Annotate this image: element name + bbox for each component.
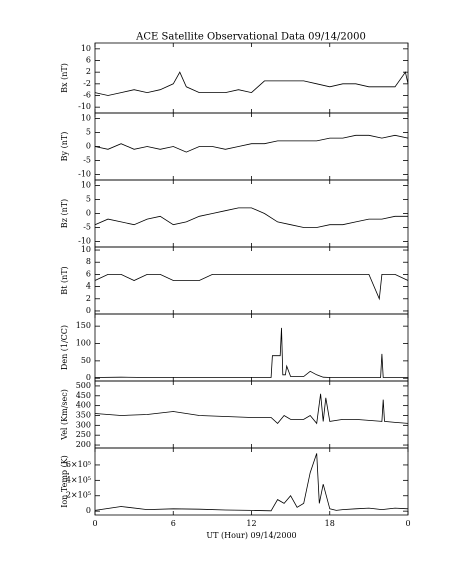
- y-axis-label: Bx (nT): [60, 63, 69, 93]
- panel-frame: [94, 42, 409, 114]
- y-tick-label: 5: [86, 128, 91, 137]
- data-line: [94, 453, 409, 512]
- y-tick-label: 10: [81, 181, 91, 190]
- y-axis-label: Den (1/CC): [60, 325, 69, 370]
- panel-frame: [94, 179, 409, 248]
- y-tick-label: -10: [78, 102, 91, 111]
- x-tick-label: 0: [405, 519, 410, 528]
- panel-frame: [94, 112, 409, 181]
- y-tick-label: 4: [86, 282, 91, 291]
- chart-title: ACE Satellite Observational Data 09/14/2…: [135, 32, 366, 43]
- x-tick-label: 0: [92, 519, 97, 528]
- y-tick-label: 0: [86, 306, 91, 315]
- y-tick-label: 10: [81, 245, 91, 254]
- y-axis-label: Bz (nT): [60, 199, 69, 228]
- y-axis-label: Ion Temp (K): [60, 455, 69, 508]
- y-tick-label: 6: [86, 56, 91, 65]
- y-tick-label: 200: [76, 440, 91, 449]
- panel-frame: [94, 246, 409, 315]
- y-tick-label: 350: [76, 410, 91, 419]
- y-tick-label: 6: [86, 269, 91, 278]
- y-tick-label: -2: [83, 79, 91, 88]
- y-tick-label: 6×10⁵: [66, 460, 91, 469]
- y-tick-label: 5: [86, 195, 91, 204]
- y-tick-label: 0: [86, 506, 91, 515]
- data-line: [94, 207, 408, 228]
- y-tick-label: -10: [78, 236, 91, 245]
- y-tick-label: -10: [78, 169, 91, 178]
- data-line: [94, 327, 408, 378]
- x-tick-label: 18: [325, 519, 335, 528]
- y-tick-label: 10: [81, 44, 91, 53]
- y-axis-label: By (nT): [60, 132, 69, 162]
- y-tick-label: 10: [81, 114, 91, 123]
- y-tick-label: 2: [86, 294, 91, 303]
- y-tick-label: -5: [83, 222, 91, 231]
- data-line: [94, 274, 409, 301]
- x-axis-label: UT (Hour) 09/14/2000: [206, 531, 296, 540]
- y-tick-label: 450: [76, 391, 91, 400]
- data-line: [94, 71, 409, 96]
- y-tick-label: 0: [86, 373, 91, 382]
- panel-frame: [94, 313, 409, 382]
- data-line: [94, 393, 409, 425]
- y-tick-label: 150: [76, 321, 91, 330]
- x-tick-label: 6: [171, 519, 176, 528]
- y-tick-label: 0: [86, 142, 91, 151]
- y-tick-label: 2×10⁵: [66, 491, 91, 500]
- y-axis-label: Bt (nT): [60, 266, 69, 294]
- y-tick-label: 4×10⁵: [66, 475, 91, 484]
- y-tick-label: 300: [76, 420, 91, 429]
- y-tick-label: 400: [76, 401, 91, 410]
- y-tick-label: -6: [83, 91, 91, 100]
- x-tick-label: 12: [246, 519, 256, 528]
- y-tick-label: 100: [76, 339, 91, 348]
- y-tick-label: 500: [76, 381, 91, 390]
- y-tick-label: -5: [83, 155, 91, 164]
- y-tick-label: 0: [86, 209, 91, 218]
- y-tick-label: 8: [86, 257, 91, 266]
- y-tick-label: 50: [81, 356, 91, 365]
- data-line: [94, 134, 409, 153]
- y-tick-label: 2: [86, 67, 91, 76]
- y-tick-label: 250: [76, 430, 91, 439]
- panel-frame: [94, 447, 409, 516]
- y-axis-label: Vel (Km/sec): [60, 389, 69, 441]
